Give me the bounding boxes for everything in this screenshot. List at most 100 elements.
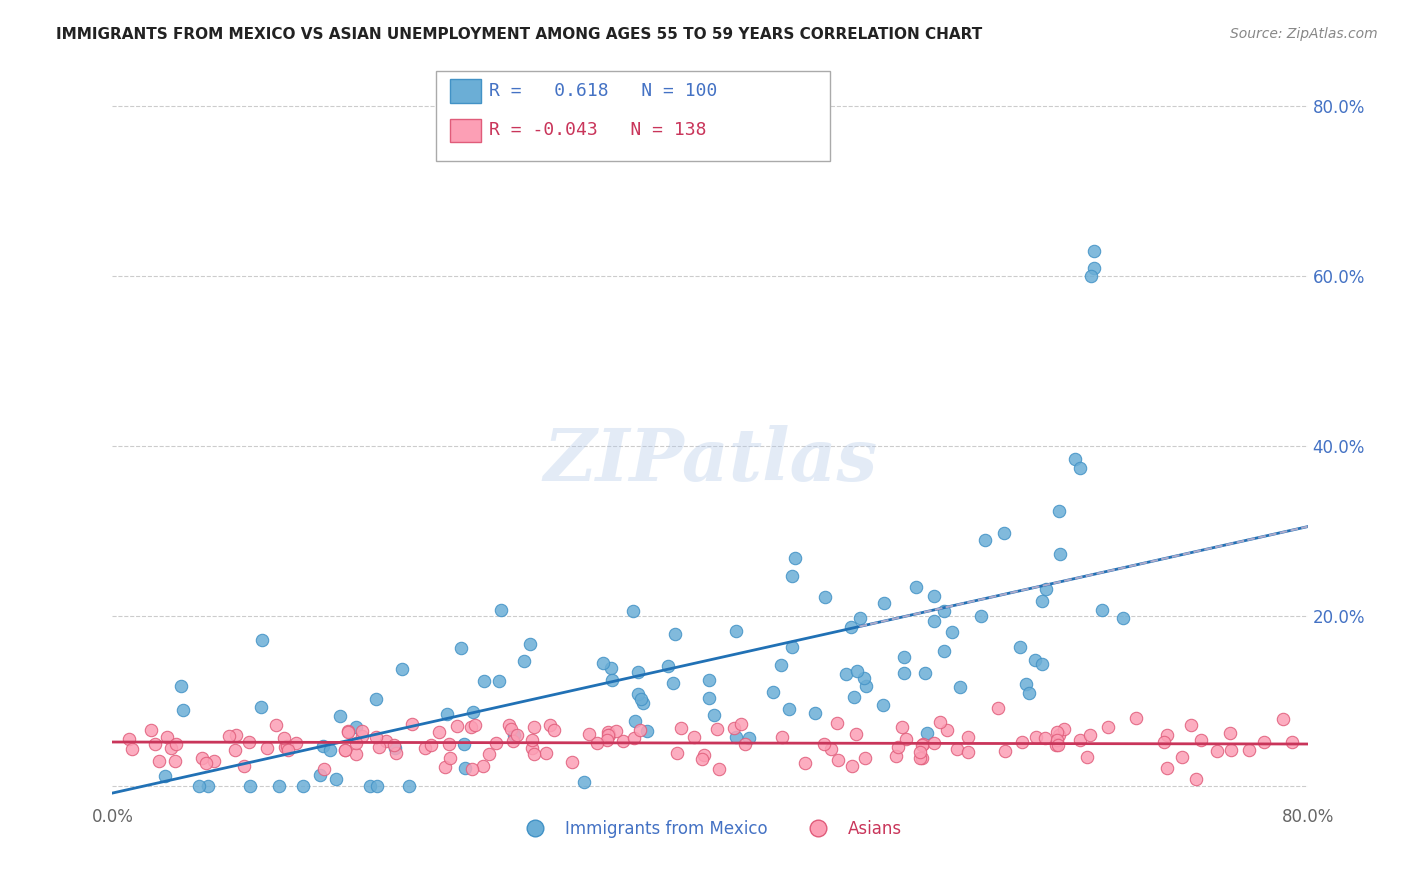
Point xyxy=(922,614,945,628)
Point xyxy=(1046,738,1069,752)
Point xyxy=(662,675,685,690)
Point xyxy=(666,746,689,760)
Point xyxy=(941,625,963,640)
Point xyxy=(1219,743,1241,757)
Point xyxy=(887,740,910,755)
Text: R = -0.043   N = 138: R = -0.043 N = 138 xyxy=(489,121,707,139)
Point xyxy=(827,753,849,767)
Point xyxy=(693,747,716,762)
Text: IMMIGRANTS FROM MEXICO VS ASIAN UNEMPLOYMENT AMONG AGES 55 TO 59 YEARS CORRELATI: IMMIGRANTS FROM MEXICO VS ASIAN UNEMPLOY… xyxy=(56,27,983,42)
Point xyxy=(344,720,367,734)
Point xyxy=(872,698,894,713)
Point xyxy=(682,730,704,744)
Point xyxy=(1080,269,1102,284)
Point xyxy=(820,741,842,756)
Point xyxy=(191,750,214,764)
Point xyxy=(232,759,254,773)
Point xyxy=(596,733,619,747)
Point xyxy=(932,604,955,618)
Point xyxy=(841,759,863,773)
Point xyxy=(256,740,278,755)
Point xyxy=(1064,452,1087,467)
Point xyxy=(197,779,219,793)
Point xyxy=(891,720,914,734)
Point xyxy=(780,569,803,583)
Point xyxy=(592,657,614,671)
Point xyxy=(312,739,335,753)
Point xyxy=(523,747,546,761)
Point xyxy=(239,779,262,793)
Point xyxy=(1015,677,1038,691)
Point xyxy=(770,657,793,672)
Point xyxy=(269,779,291,793)
Point xyxy=(1031,657,1053,671)
Point xyxy=(578,726,600,740)
Point xyxy=(434,760,457,774)
Point xyxy=(170,679,193,693)
Point xyxy=(309,768,332,782)
Point xyxy=(367,739,389,754)
Point xyxy=(498,717,520,731)
Point xyxy=(855,679,877,693)
Point xyxy=(314,762,336,776)
Point xyxy=(319,743,342,757)
Point xyxy=(1083,244,1105,258)
Point xyxy=(461,762,484,776)
Point xyxy=(1078,728,1101,742)
Point xyxy=(1153,735,1175,749)
Point xyxy=(814,590,837,604)
Point xyxy=(780,640,803,654)
Point xyxy=(1045,738,1067,752)
Point xyxy=(631,696,654,710)
Point xyxy=(911,738,934,752)
Point xyxy=(117,732,139,747)
Point xyxy=(600,673,623,687)
Point xyxy=(993,526,1015,541)
Point xyxy=(1156,728,1178,742)
Point xyxy=(1031,594,1053,608)
Point xyxy=(292,779,315,793)
Point xyxy=(502,734,524,748)
Point xyxy=(970,608,993,623)
Point xyxy=(734,737,756,751)
Point xyxy=(225,728,247,742)
Point xyxy=(543,723,565,737)
Point xyxy=(690,751,713,765)
Point xyxy=(325,772,347,786)
Point xyxy=(605,723,627,738)
Point xyxy=(1025,730,1047,744)
Point xyxy=(333,742,356,756)
Point xyxy=(793,756,815,771)
Point xyxy=(825,716,848,731)
Point xyxy=(1271,712,1294,726)
Point xyxy=(1189,733,1212,747)
Point xyxy=(187,779,209,793)
Point xyxy=(512,655,534,669)
Point xyxy=(627,688,650,702)
Point xyxy=(1180,718,1202,732)
Point xyxy=(446,719,468,733)
Point xyxy=(121,742,143,756)
Point xyxy=(218,729,240,743)
Point xyxy=(489,603,512,617)
Point xyxy=(842,690,865,705)
Point xyxy=(436,707,458,722)
Point xyxy=(350,723,373,738)
Point xyxy=(1171,750,1194,764)
Point xyxy=(839,620,862,634)
Point xyxy=(155,768,177,782)
Point xyxy=(908,750,931,764)
Point xyxy=(250,633,273,648)
Point xyxy=(519,637,541,651)
Point xyxy=(697,673,720,687)
Point xyxy=(706,723,728,737)
Point xyxy=(586,736,609,750)
Point xyxy=(928,715,950,730)
Point xyxy=(375,734,398,748)
Point xyxy=(853,671,876,685)
Point xyxy=(1091,603,1114,617)
Text: Source: ZipAtlas.com: Source: ZipAtlas.com xyxy=(1230,27,1378,41)
Point xyxy=(723,721,745,735)
Point xyxy=(503,728,526,742)
Point xyxy=(1047,504,1070,518)
